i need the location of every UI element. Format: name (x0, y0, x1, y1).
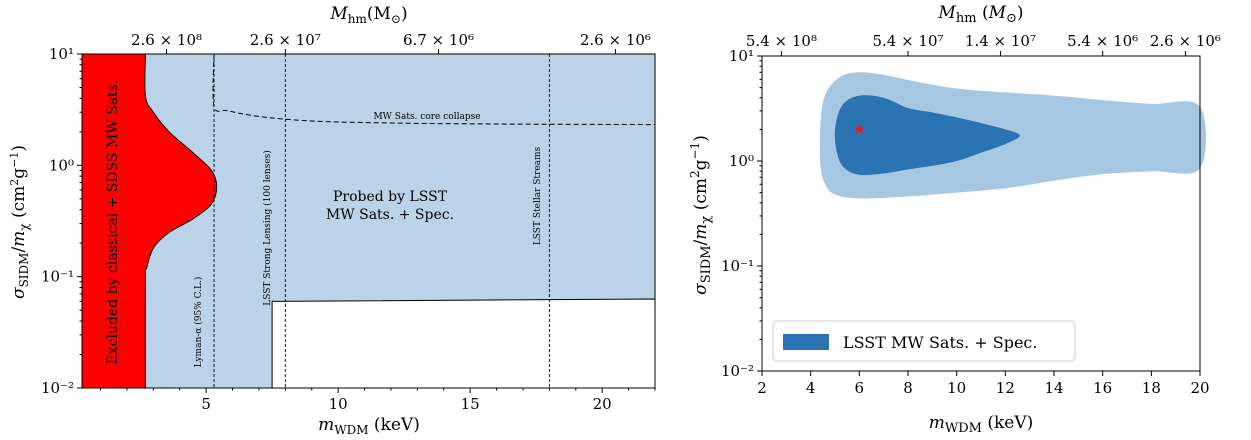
legend-swatch (783, 334, 829, 350)
right-plot-frame (761, 55, 1201, 372)
left-ytick-label: 10⁻² (41, 379, 74, 397)
core-collapse-label: MW Sats. core collapse (373, 112, 480, 122)
right-top-tick-label: 5.4 × 10⁷ (872, 32, 943, 50)
stellar-streams-label: LSST Stellar Streams (533, 146, 543, 245)
lyman-alpha-label: Lyman-α (95% C.L.) (193, 277, 204, 368)
right-top-tick-label: 5.4 × 10⁸ (746, 32, 817, 50)
left-top-label: Mhm(M⊙) (329, 4, 407, 26)
left-plot-frame (81, 53, 656, 389)
right-xtick-label: 6 (855, 379, 865, 397)
right-ylabel: σSIDM/mχ (cm2g−1) (688, 135, 714, 295)
left-xtick-label: 20 (593, 395, 612, 413)
right-xtick-label: 14 (1044, 379, 1063, 397)
right-top-tick-label: 1.4 × 10⁷ (965, 32, 1036, 50)
left-ylabel: σSIDM/mχ (cm2g−1) (8, 145, 31, 299)
left-xtick-label: 5 (201, 395, 211, 413)
left-ytick-label: 10⁻¹ (41, 268, 74, 286)
left-xlabel: mWDM (keV) (318, 415, 420, 437)
left-chart: 5 10 15 20 10⁻² 10⁻¹ 10⁰ 10¹ 2.6 × 10⁸ 2.6 × 10⁷ 6… (8, 4, 656, 437)
right-xtick-label: 12 (996, 379, 1015, 397)
legend-label: LSST MW Sats. + Spec. (843, 333, 1037, 352)
left-xtick-label: 15 (461, 395, 480, 413)
excluded-region-label: Excluded by classical + SDSS MW Sats. (105, 80, 121, 365)
left-top-tick-label: 2.6 × 10⁸ (131, 31, 202, 49)
right-xtick-label: 2 (757, 379, 767, 397)
left-top-tick-label: 2.6 × 10⁶ (580, 31, 651, 49)
excluded-region-boundary (144, 53, 218, 389)
legend: LSST MW Sats. + Spec. (772, 320, 1076, 362)
right-ytick-label: 10⁻¹ (721, 257, 754, 275)
left-top-tick-label: 6.7 × 10⁶ (403, 31, 474, 49)
best-fit-star (853, 123, 865, 135)
contour-68pct (834, 95, 1020, 176)
strong-lensing-label: LSST Strong Lensing (100 lenses) (262, 150, 273, 306)
right-top-tick-label: 5.4 × 10⁶ (1067, 32, 1138, 50)
left-xtick-label: 10 (329, 395, 348, 413)
right-top-tick-label: 2.6 × 10⁶ (1150, 32, 1221, 50)
unprobed-region (271, 298, 656, 389)
left-top-tick-label: 2.6 × 10⁷ (250, 31, 321, 49)
excluded-region (82, 54, 217, 388)
right-top-label: Mhm (M⊙) (937, 3, 1023, 26)
left-ytick-label: 10¹ (49, 45, 74, 63)
legend-box (772, 320, 1076, 362)
probed-region-label-line1: Probed by LSST (333, 189, 448, 205)
right-xtick-label: 16 (1093, 379, 1112, 397)
core-collapse-line (212, 53, 656, 126)
right-ytick-label: 10⁰ (729, 152, 754, 170)
probed-region-label-line2: MW Sats. + Spec. (326, 207, 454, 223)
right-xtick-label: 10 (947, 379, 966, 397)
right-xtick-label: 8 (903, 379, 913, 397)
right-ytick-label: 10⁻² (721, 362, 754, 380)
right-xtick-label: 20 (1190, 379, 1209, 397)
right-xlabel: mWDM (keV) (929, 413, 1034, 436)
right-xtick-label: 18 (1142, 379, 1161, 397)
right-ytick-label: 10¹ (729, 47, 754, 65)
left-ytick-label: 10⁰ (49, 156, 74, 174)
right-xtick-label: 4 (806, 379, 816, 397)
